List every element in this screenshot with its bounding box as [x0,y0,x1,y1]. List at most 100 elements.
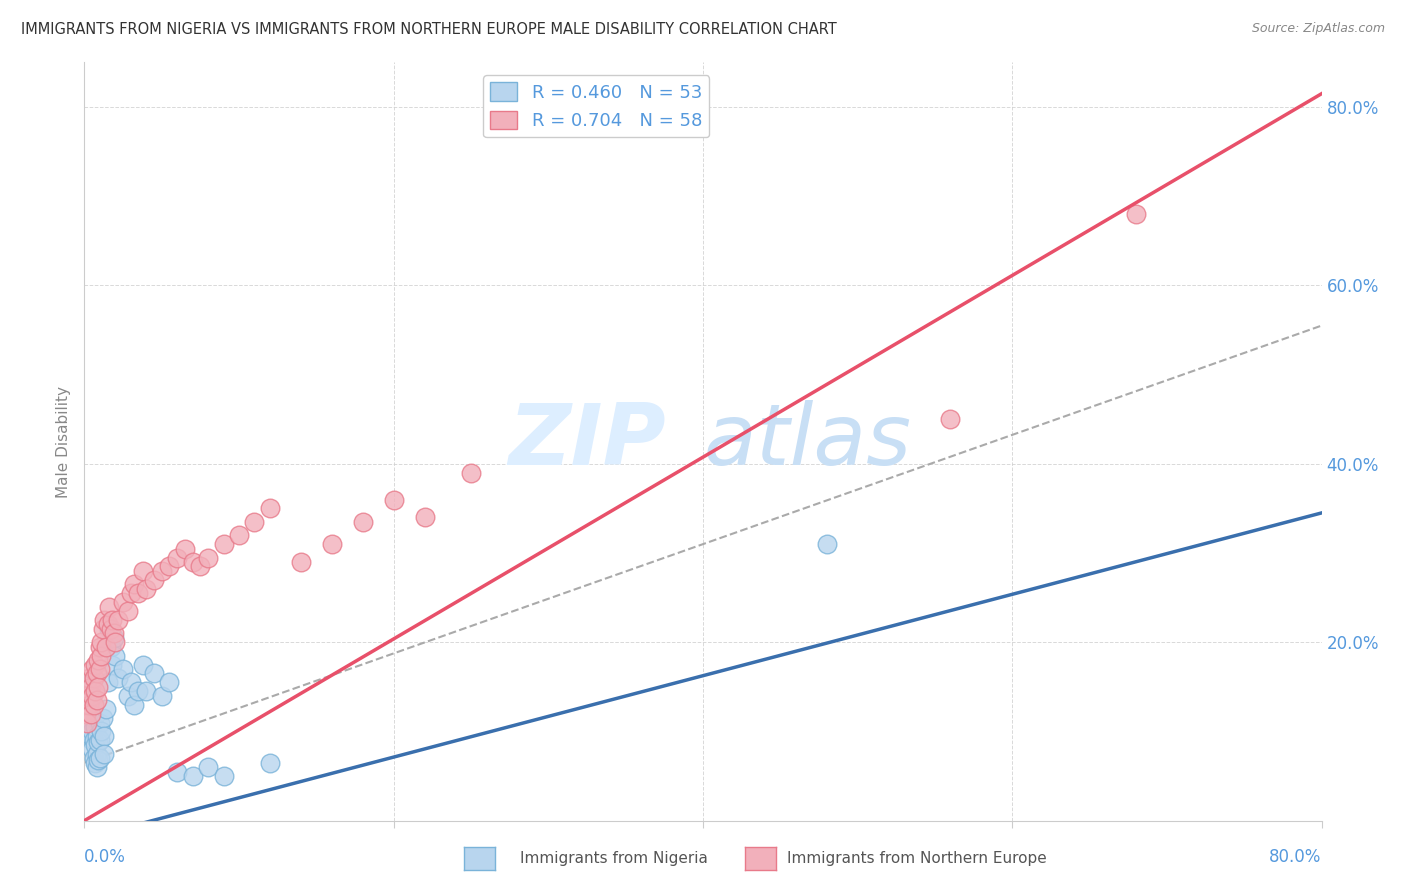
Point [82,742,104,756]
Point [94,702,117,716]
Point [352,515,374,529]
Text: 0.0%: 0.0% [84,848,127,866]
Point [413,510,436,524]
Point [79,706,101,721]
Point [77,698,100,712]
Point [86,729,108,743]
Point [104,648,127,663]
Text: 80.0%: 80.0% [1270,848,1322,866]
Point [382,492,405,507]
Point [100,622,122,636]
Point [132,564,155,578]
Point [188,559,211,574]
Point [90,648,112,663]
Point [112,595,135,609]
Point [75,706,97,721]
Point [100,640,122,654]
Point [228,528,250,542]
Point [107,613,129,627]
Point [86,666,108,681]
Point [132,657,155,672]
Point [197,760,219,774]
Point [104,635,127,649]
Point [96,617,118,632]
Point [122,577,145,591]
Point [197,550,219,565]
Y-axis label: Male Disability: Male Disability [56,385,72,498]
Point [107,671,129,685]
Text: Source: ZipAtlas.com: Source: ZipAtlas.com [1251,22,1385,36]
Point [86,760,108,774]
Point [127,586,149,600]
Point [1125,207,1147,221]
Point [321,537,343,551]
Point [93,747,115,761]
Point [84,756,107,770]
Point [76,715,98,730]
Point [87,753,110,767]
Point [166,550,188,565]
Point [460,466,482,480]
Point [815,537,838,551]
Point [77,671,100,685]
Point [84,684,107,698]
Point [159,675,180,690]
Point [101,657,124,672]
Point [79,675,101,690]
Point [75,706,97,721]
Point [117,689,139,703]
Text: atlas: atlas [703,400,911,483]
Point [290,555,312,569]
Point [90,635,112,649]
Point [87,680,110,694]
Point [143,573,166,587]
Point [90,724,112,739]
Point [135,582,157,596]
Point [181,555,204,569]
Point [259,756,281,770]
Text: ZIP: ZIP [508,400,666,483]
Point [212,769,235,783]
Point [120,586,142,600]
Point [79,729,101,743]
Point [82,724,104,739]
Point [143,666,166,681]
Point [89,715,111,730]
Point [76,693,98,707]
Point [83,711,105,725]
Point [259,501,281,516]
Point [83,698,105,712]
Point [76,689,98,703]
Point [91,711,114,725]
Point [76,724,98,739]
Point [87,735,110,749]
Point [103,631,125,645]
Point [82,662,104,676]
Point [93,729,115,743]
Point [89,751,111,765]
Text: IMMIGRANTS FROM NIGERIA VS IMMIGRANTS FROM NORTHERN EUROPE MALE DISABILITY CORRE: IMMIGRANTS FROM NIGERIA VS IMMIGRANTS FR… [21,22,837,37]
Point [84,720,107,734]
Point [174,541,197,556]
Point [79,702,101,716]
Point [98,622,121,636]
Point [939,412,962,426]
Point [243,515,266,529]
Point [89,662,111,676]
Point [83,751,105,765]
Point [77,684,100,698]
Point [83,671,105,685]
Point [98,599,121,614]
Point [82,689,104,703]
Point [150,689,173,703]
Point [94,640,117,654]
Point [166,764,188,779]
Legend: R = 0.460   N = 53, R = 0.704   N = 58: R = 0.460 N = 53, R = 0.704 N = 58 [484,75,710,137]
Point [101,613,124,627]
Point [82,698,104,712]
Point [117,604,139,618]
Point [91,622,114,636]
Point [122,698,145,712]
Point [212,537,235,551]
Point [86,747,108,761]
